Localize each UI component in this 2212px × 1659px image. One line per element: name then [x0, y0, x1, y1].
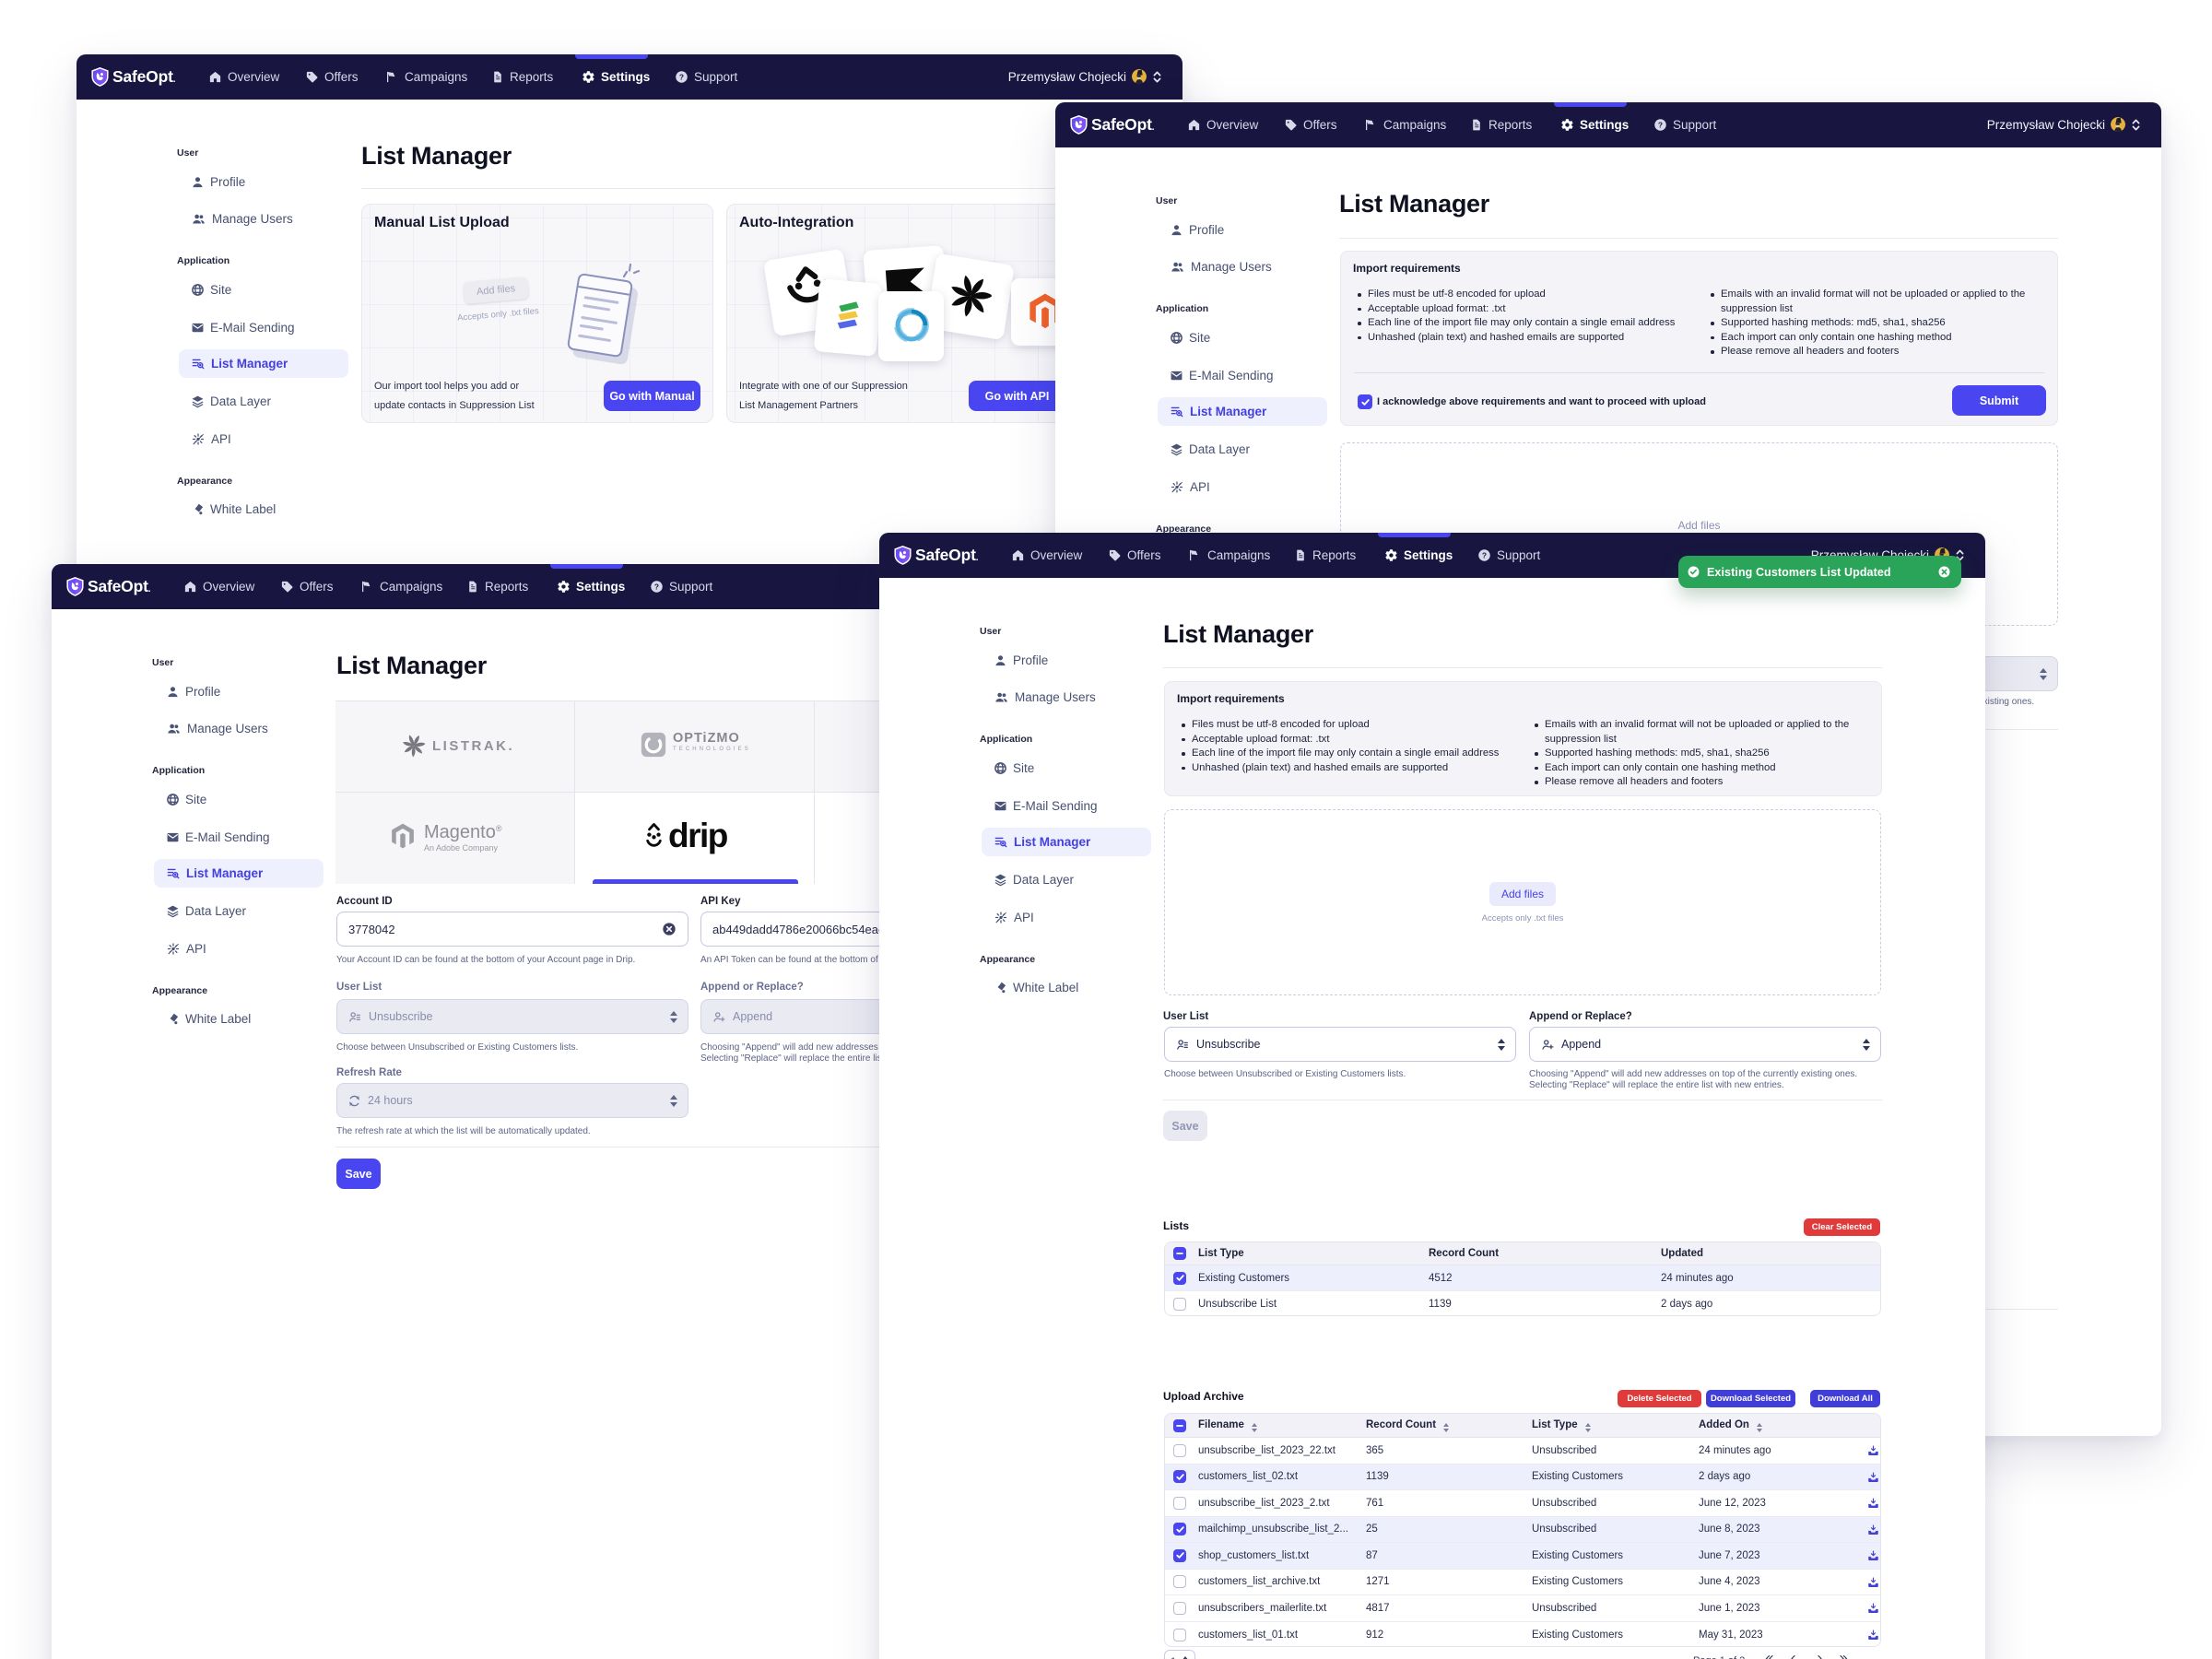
svg-text:?: ? [679, 72, 684, 81]
svg-text:?: ? [1482, 550, 1487, 559]
svg-text:?: ? [654, 582, 659, 591]
svg-text:?: ? [1658, 120, 1663, 129]
